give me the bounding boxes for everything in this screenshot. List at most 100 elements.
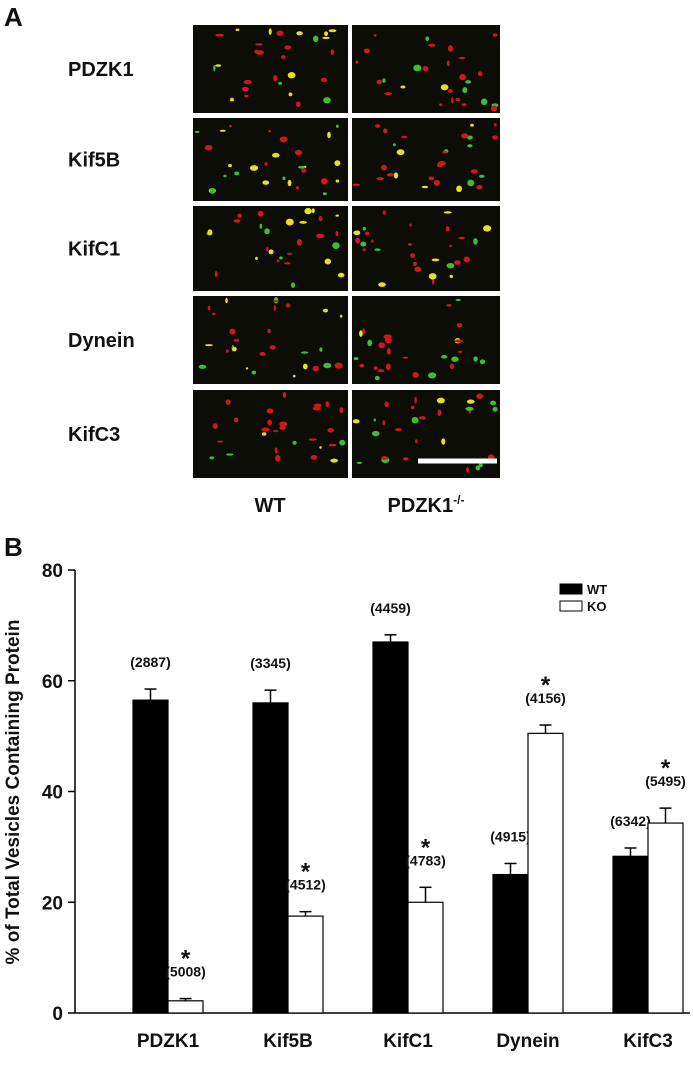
- vesicle: [339, 439, 346, 446]
- vesicle: [267, 419, 273, 426]
- vesicle: [295, 101, 301, 107]
- vesicle: [455, 98, 461, 102]
- vesicle: [335, 124, 339, 128]
- vesicle: [334, 362, 343, 369]
- vesicle: [412, 371, 419, 378]
- vesicle: [403, 457, 409, 461]
- vesicle: [312, 365, 319, 372]
- vesicle: [446, 304, 452, 307]
- vesicle: [376, 79, 383, 85]
- vesicle: [493, 123, 497, 127]
- x-tick-label: KifC3: [623, 1031, 673, 1052]
- vesicle: [194, 130, 200, 133]
- vesicle: [428, 176, 435, 181]
- row-label: PDZK1: [68, 59, 134, 81]
- vesicle: [335, 230, 339, 237]
- vesicle: [335, 179, 340, 183]
- vesicle: [478, 174, 485, 178]
- vesicle: [475, 465, 480, 471]
- y-tick-label: 80: [42, 561, 63, 582]
- vesicle: [353, 357, 359, 361]
- vesicle: [415, 439, 418, 444]
- vesicle: [421, 185, 429, 189]
- vesicle: [255, 43, 263, 46]
- vesicle: [458, 56, 466, 60]
- vesicle: [223, 174, 227, 178]
- vesicle: [207, 229, 213, 235]
- vesicle: [456, 323, 463, 328]
- vesicle: [327, 428, 335, 433]
- vesicle: [261, 427, 270, 432]
- vesicle: [288, 92, 293, 97]
- vesicle: [264, 228, 270, 235]
- vesicle: [330, 49, 335, 55]
- vesicle: [378, 342, 386, 349]
- vesicle: [211, 312, 216, 315]
- vesicle: [257, 210, 264, 217]
- vesicle: [412, 261, 417, 267]
- vesicle: [456, 185, 463, 193]
- vesicle: [470, 123, 474, 127]
- vesicle: [198, 364, 207, 369]
- vesicle: [447, 45, 454, 52]
- bar: [492, 873, 529, 1014]
- vesicle: [367, 339, 373, 347]
- vesicle: [244, 94, 249, 98]
- vesicle: [319, 446, 322, 449]
- vesicle: [492, 33, 498, 37]
- vesicle: [373, 366, 378, 371]
- row-label: Dynein: [68, 330, 135, 352]
- vesicle: [328, 29, 337, 33]
- significance-marker: *: [181, 946, 191, 973]
- vesicle: [285, 218, 294, 226]
- vesicle: [276, 259, 280, 263]
- vesicle: [225, 297, 228, 304]
- micrograph: [352, 206, 500, 291]
- vesicle: [264, 162, 268, 166]
- vesicle: [466, 399, 475, 404]
- vesicle: [465, 406, 474, 411]
- significance-marker: *: [541, 672, 551, 699]
- significance-marker: *: [301, 859, 311, 886]
- vesicle: [446, 263, 455, 269]
- vesicle: [371, 430, 380, 437]
- vesicle: [217, 440, 224, 443]
- bar: [612, 855, 649, 1014]
- vesicle: [491, 135, 499, 140]
- vesicle: [375, 124, 381, 128]
- vesicle: [337, 272, 345, 278]
- count-label: (5495): [645, 773, 685, 789]
- count-label: (4459): [370, 600, 410, 616]
- vesicle: [273, 74, 278, 82]
- vesicle: [362, 248, 366, 252]
- vesicle: [362, 226, 366, 231]
- vesicle: [446, 60, 450, 67]
- vesicle: [320, 77, 327, 83]
- vesicle: [400, 85, 406, 89]
- vesicle: [209, 187, 216, 194]
- vesicle: [290, 282, 296, 288]
- vesicle: [339, 314, 343, 318]
- vesicle: [232, 346, 237, 352]
- vesicle: [373, 418, 376, 422]
- vesicle: [259, 351, 266, 356]
- vesicle: [352, 183, 361, 186]
- vesicle: [443, 211, 452, 214]
- vesicle: [322, 192, 327, 196]
- vesicle: [301, 168, 307, 173]
- column-label-superscript: -/-: [453, 493, 464, 507]
- vesicle: [330, 458, 339, 463]
- vesicle: [310, 454, 318, 460]
- vesicle: [442, 151, 448, 154]
- vesicle: [413, 64, 422, 72]
- vesicle: [228, 124, 232, 128]
- vesicle: [204, 145, 213, 151]
- vesicle: [381, 164, 387, 171]
- vesicle: [450, 97, 454, 104]
- vesicle: [382, 210, 386, 215]
- row-label: KifC1: [68, 239, 120, 261]
- vesicle: [378, 282, 386, 287]
- vesicle: [428, 372, 437, 379]
- vesicle: [371, 239, 374, 243]
- vesicle: [455, 298, 461, 302]
